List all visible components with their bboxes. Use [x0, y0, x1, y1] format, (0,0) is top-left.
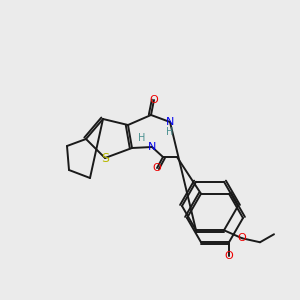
- Text: H: H: [138, 133, 146, 143]
- Text: O: O: [225, 251, 233, 261]
- Text: O: O: [150, 95, 158, 105]
- Text: O: O: [238, 233, 246, 243]
- Text: N: N: [148, 142, 156, 152]
- Text: O: O: [153, 163, 161, 173]
- Text: N: N: [166, 117, 174, 127]
- Text: S: S: [101, 152, 109, 164]
- Text: H: H: [166, 127, 174, 137]
